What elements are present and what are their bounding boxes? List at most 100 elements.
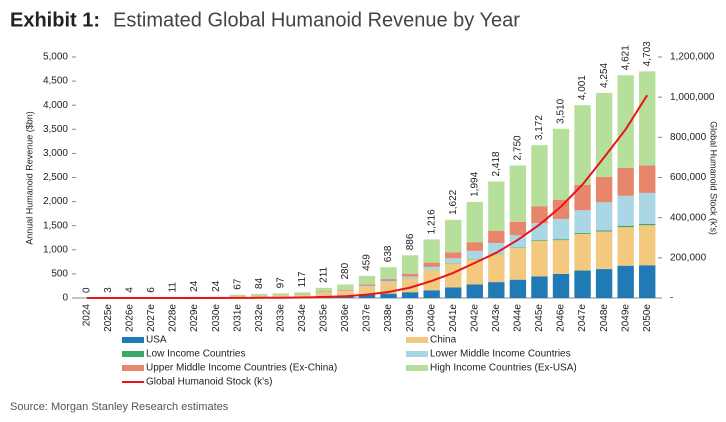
total-label: 1,216 — [426, 209, 437, 234]
bar-segment — [466, 284, 483, 298]
bar-segment — [423, 266, 440, 270]
total-label: 117 — [297, 271, 308, 287]
bar-segment — [488, 243, 505, 254]
bar-segment — [445, 258, 462, 264]
x-tick-label: 2038e — [383, 304, 394, 332]
bar-segment — [574, 184, 591, 211]
total-label: 24 — [211, 280, 222, 292]
bar-segment — [617, 75, 634, 168]
bar-segment — [617, 195, 634, 226]
legend-swatch — [122, 351, 144, 357]
x-tick-label: 2036e — [340, 304, 351, 332]
bar-segment — [251, 295, 268, 298]
legend-swatch — [122, 337, 144, 343]
bar-segment — [509, 165, 527, 222]
bar-segment — [315, 291, 333, 293]
bar-segment — [337, 284, 354, 290]
x-tick-label: 2033e — [275, 304, 286, 332]
total-label: 4,001 — [577, 75, 588, 100]
total-label: 638 — [383, 245, 394, 262]
bar-segment — [294, 292, 311, 295]
bar-segment — [552, 273, 570, 298]
bar-segment — [337, 289, 354, 291]
x-tick-label: 2043e — [491, 304, 502, 332]
bar-segment — [531, 206, 548, 224]
y2-tick-label: 400,000 — [670, 212, 707, 223]
bar-segment — [488, 282, 505, 298]
bar-segment — [380, 293, 397, 298]
bar-segment — [294, 295, 311, 297]
total-label: 3,172 — [534, 115, 545, 140]
y2-tick-label: 800,000 — [670, 132, 707, 143]
x-tick-label: 2050e — [642, 304, 653, 332]
legend-label: Low Income Countries — [146, 349, 246, 360]
legend-label: Upper Middle Income Countries (Ex-China) — [146, 363, 337, 374]
total-label: 3,510 — [556, 98, 567, 123]
total-label: 0 — [81, 287, 92, 293]
legend-label: USA — [146, 335, 167, 346]
x-tick-label: 2031e — [232, 304, 243, 332]
total-label: 280 — [340, 262, 351, 279]
bar-segment — [574, 270, 591, 298]
bar-segment — [552, 199, 570, 219]
x-tick-label: 2041e — [448, 304, 459, 332]
source-note: Source: Morgan Stanley Research estimate… — [10, 401, 229, 413]
x-tick-label: 2025e — [103, 304, 114, 332]
x-tick-label: 2028e — [168, 304, 179, 332]
x-tick-label: 2045e — [534, 304, 545, 332]
total-label: 1,622 — [448, 189, 459, 214]
bar-segment — [595, 92, 613, 177]
bar-segment — [445, 287, 462, 298]
bar-segment — [229, 294, 246, 297]
bar-segment — [358, 275, 376, 285]
bar-segment — [315, 287, 333, 292]
total-label: 4,254 — [599, 62, 610, 87]
y-tick-label: 5,000 — [43, 52, 68, 63]
bar-segment — [552, 240, 570, 274]
bar-segment — [380, 280, 397, 283]
legend-swatch — [406, 365, 428, 371]
bar-segment — [401, 292, 419, 298]
total-label: 67 — [232, 278, 243, 290]
legend-label: Lower Middle Income Countries — [430, 349, 571, 360]
bar-segment — [401, 255, 419, 274]
bar-segment — [552, 128, 570, 200]
bar-segment — [466, 201, 483, 243]
bar-segment — [531, 145, 548, 207]
bar-segment — [466, 250, 483, 260]
y-tick-label: 4,000 — [43, 100, 68, 111]
bar-segment — [531, 239, 548, 241]
bar-segment — [509, 221, 527, 236]
y-tick-label: 0 — [62, 293, 68, 304]
bar-segment — [509, 247, 527, 280]
total-label: 11 — [168, 282, 179, 293]
bar-segment — [617, 167, 634, 196]
x-tick-label: 2030e — [211, 304, 222, 332]
y-tick-label: 500 — [51, 269, 68, 280]
total-label: 24 — [189, 280, 200, 292]
legend-label: High Income Countries (Ex-USA) — [430, 363, 577, 374]
total-label: 2,418 — [491, 151, 502, 176]
bar-segment — [488, 181, 505, 232]
x-tick-label: 2032e — [254, 304, 265, 332]
y2-tick-label: 200,000 — [670, 252, 707, 263]
y-tick-label: 4,500 — [43, 76, 68, 87]
bar-segment — [466, 242, 483, 251]
bar-segment — [423, 262, 440, 267]
bar-segment — [272, 293, 289, 296]
bar-segment — [574, 105, 591, 185]
x-tick-label: 2049e — [620, 304, 631, 332]
y2-axis-label: Global Humanoid Stock (k's) — [709, 121, 719, 235]
y-tick-label: 1,500 — [43, 220, 68, 231]
bar-segment — [639, 165, 656, 193]
bar-segment — [639, 223, 656, 226]
x-tick-label: 2040e — [426, 304, 437, 332]
bar-segment — [509, 247, 527, 248]
bar-segment — [315, 292, 333, 297]
bar-segment — [595, 202, 613, 231]
bar-segment — [401, 273, 419, 277]
y2-tick-label: 600,000 — [670, 172, 707, 183]
y2-tick-label: 1,200,000 — [670, 52, 715, 63]
bar-segment — [488, 254, 505, 283]
bar-segment — [639, 265, 656, 298]
